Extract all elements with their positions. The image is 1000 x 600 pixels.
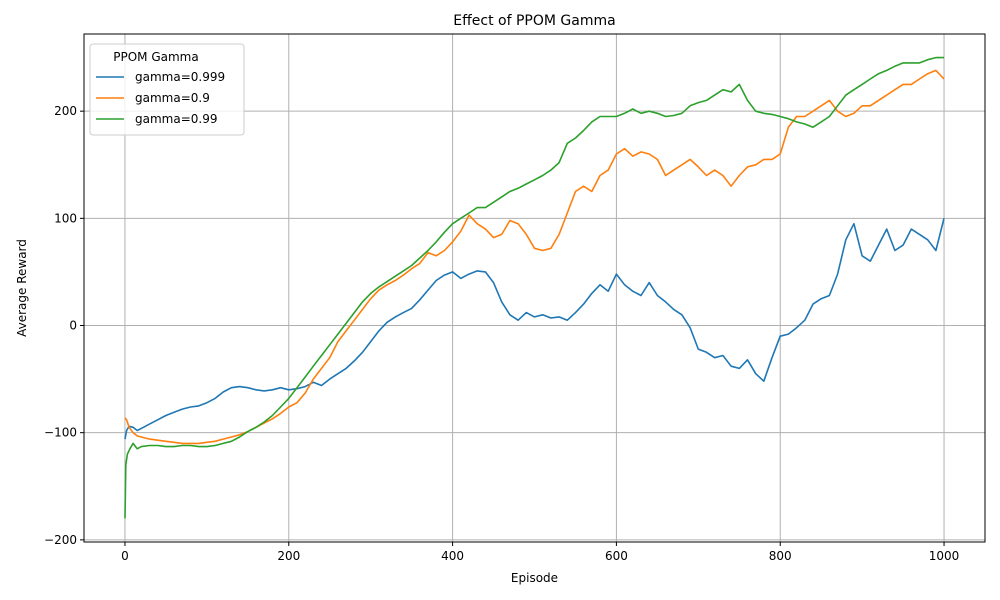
legend-title: PPOM Gamma [113,50,198,64]
legend-entry-label: gamma=0.9 [135,91,210,105]
y-tick-label: 100 [54,211,77,225]
legend-entry-label: gamma=0.99 [135,112,217,126]
y-tick-label: 0 [69,319,77,333]
x-tick-label: 800 [769,549,792,563]
legend-box [89,43,245,136]
y-tick-label: −100 [44,426,77,440]
grid-lines [84,34,985,542]
x-tick-label: 0 [121,549,129,563]
y-axis-label: Average Reward [15,239,29,337]
plot-frame [83,33,986,543]
x-tick-label: 600 [605,549,628,563]
chart-title: Effect of PPOM Gamma [453,13,615,29]
x-tick-label: 400 [441,549,464,563]
x-axis-label: Episode [511,571,558,585]
series-line-2 [124,56,944,519]
series-line-1 [124,69,945,445]
legend: PPOM Gamma gamma=0.999gamma=0.9gamma=0.9… [89,43,245,136]
axis-ticks: 0 200 400 600 800 1000 −200 −100 0 100 200 [44,104,959,563]
x-tick-label: 200 [277,549,300,563]
series-line-0 [124,218,945,440]
series-layer [124,56,945,519]
y-tick-label: 200 [54,104,77,118]
x-tick-label: 1000 [929,549,960,563]
legend-entries: gamma=0.999 gamma=0.9 gamma=0.99 [96,70,225,126]
y-tick-label: −200 [44,533,77,547]
legend-entry-label: gamma=0.999 [135,70,225,84]
